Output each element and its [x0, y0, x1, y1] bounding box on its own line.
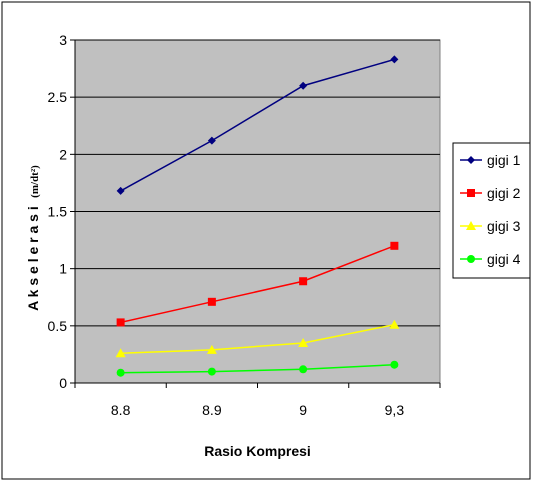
data-point [390, 241, 399, 250]
data-point [299, 277, 308, 286]
legend-marker [467, 189, 475, 197]
legend: gigi 1 gigi 2 gigi 3 gigi 4 [452, 142, 531, 279]
legend-marker [467, 156, 475, 164]
x-tick-label: 9 [299, 402, 307, 418]
legend-marker [466, 221, 476, 230]
series-line [120, 363, 395, 374]
data-point [299, 81, 308, 90]
data-point [116, 318, 125, 327]
gridlines [75, 39, 440, 327]
series-1 [116, 55, 399, 195]
y-axis-unit: (m/dt²) [29, 165, 41, 198]
x-axis-title: Rasio Kompresi [204, 443, 311, 459]
y-tick-label: 0 [59, 375, 67, 391]
legend-box [452, 142, 531, 279]
data-point [390, 360, 399, 369]
x-tick-labels: 8.8 8.9 9 9,3 [111, 402, 404, 418]
series-3 [115, 319, 400, 358]
y-tick-label: 2.5 [48, 89, 68, 105]
legend-item: gigi 1 [460, 152, 521, 168]
data-point [390, 55, 399, 64]
series-line [120, 58, 395, 192]
y-tick-label: 2 [59, 146, 67, 162]
x-tick-label: 8.9 [202, 402, 222, 418]
data-point [207, 367, 216, 376]
legend-item: gigi 2 [460, 185, 521, 201]
legend-label: gigi 1 [487, 152, 521, 168]
series-line [120, 323, 395, 355]
data-point [116, 368, 125, 377]
data-point [389, 319, 400, 329]
series-group [115, 55, 400, 377]
data-point [299, 365, 308, 374]
y-axis-title-text: A k s e l e r a s i [25, 206, 41, 311]
y-axis-title: A k s e l e r a s i (m/dt²) [25, 165, 42, 311]
legend-item: gigi 4 [460, 251, 521, 267]
legend-marker [467, 255, 475, 263]
data-point [116, 186, 125, 195]
x-tick-label: 9,3 [385, 402, 405, 418]
data-point [115, 348, 126, 358]
y-tick-label: 3 [59, 32, 67, 48]
data-point [207, 297, 216, 306]
legend-item: gigi 3 [460, 218, 521, 234]
y-tick-labels: 0 0.5 1 1.5 2 2.5 3 [48, 32, 68, 391]
y-tick-label: 0.5 [48, 318, 68, 334]
series-line [120, 245, 395, 324]
legend-label: gigi 4 [487, 251, 521, 267]
y-tick-label: 1 [59, 261, 67, 277]
x-tick-label: 8.8 [111, 402, 131, 418]
data-point [206, 344, 217, 354]
series-4 [116, 360, 399, 377]
legend-label: gigi 3 [487, 218, 521, 234]
data-point [298, 337, 309, 347]
y-tick-label: 1.5 [48, 204, 68, 220]
axes [70, 39, 441, 388]
legend-label: gigi 2 [487, 185, 521, 201]
series-2 [116, 241, 399, 327]
data-point [207, 136, 216, 145]
